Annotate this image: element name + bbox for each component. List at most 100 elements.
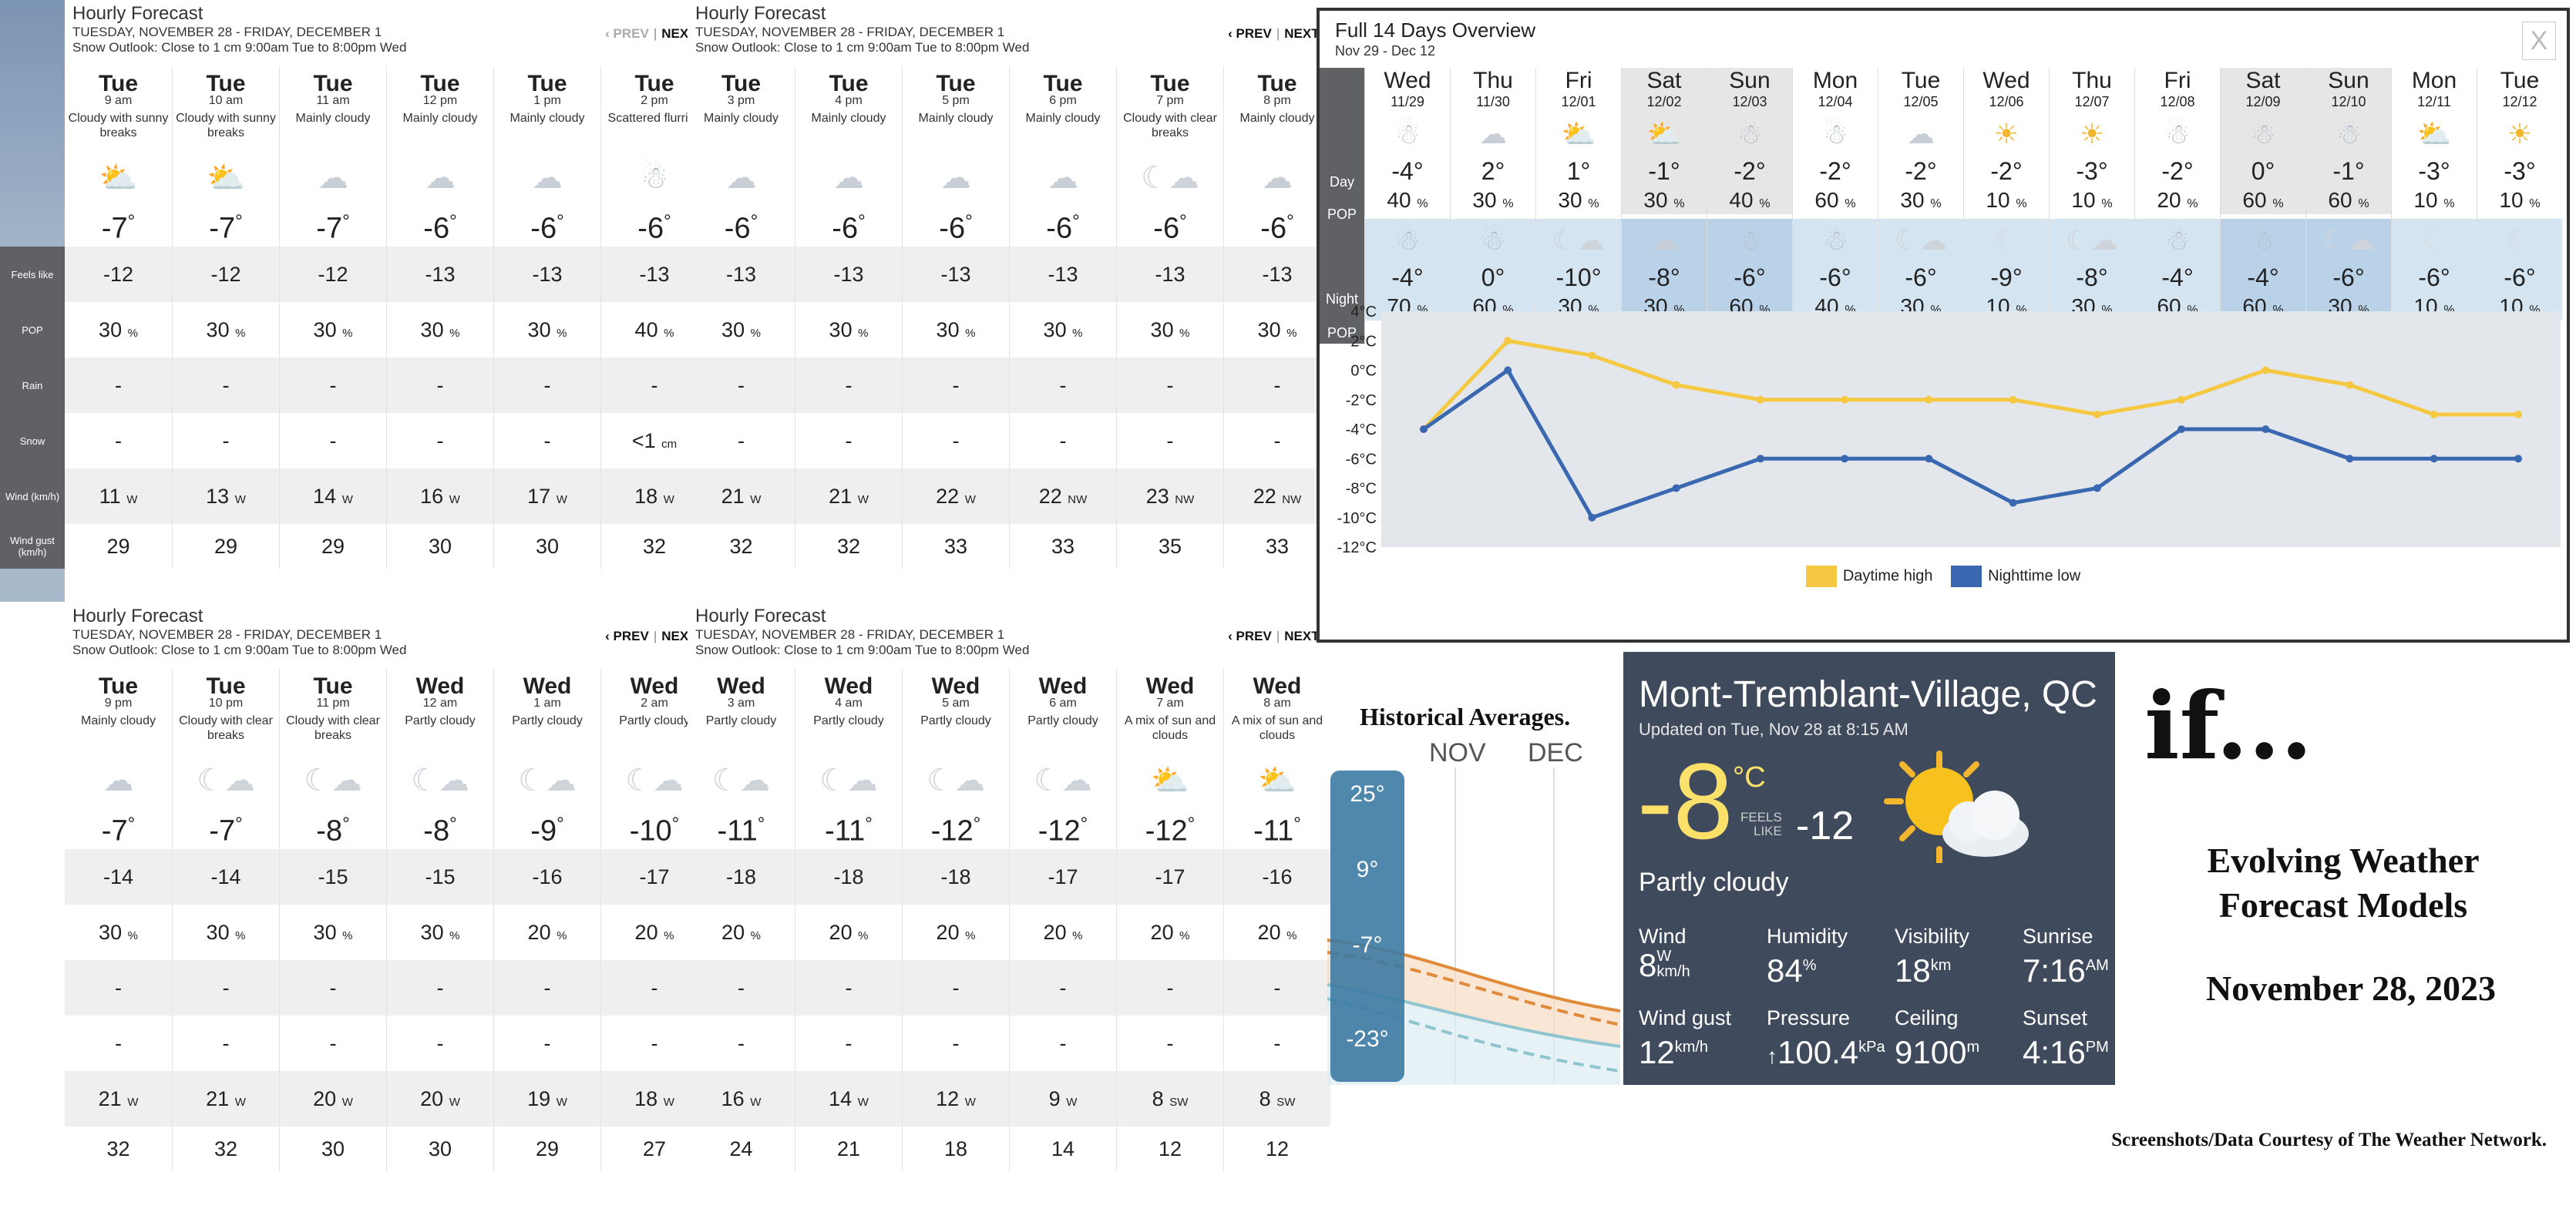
snow-cloud-icon: ☃ [1394,225,1421,257]
hour-feels-like: -13 [1117,247,1223,302]
chart-point [1925,395,1933,404]
hour-day: Wed [1038,673,1088,699]
moon-cloud-icon: ☾☁ [518,763,577,798]
hour-condition: Cloudy with sunny breaks [68,112,169,139]
hour-snow: - [952,1032,960,1055]
hour-temp: -6° [637,211,671,245]
hour-rain: - [903,960,1009,1016]
night-block: ☁ -8° 30 % [1622,219,1707,321]
hour-snow: - [738,1032,745,1055]
panel-header: Hourly Forecast TUESDAY, NOVEMBER 28 - F… [65,0,711,66]
night-block: ☃ -6° 60 % [1707,219,1792,321]
chart-point [2093,410,2101,418]
prev-button[interactable]: ‹ PREV [1228,26,1272,41]
day-of-week: Sun [1729,68,1771,93]
chart-legend: Daytime high Nighttime low [1320,566,2567,587]
hour-snow: - [436,429,444,452]
day-icon-cell: ☀ [2050,112,2134,156]
day-block: Sun 12/03 ☃ -2° 40 % [1707,68,1792,214]
night-block: ☾☁ -6° 30 % [1878,219,1963,321]
day-date: 12/05 [1903,94,1939,109]
hour-pop: 20 % [1257,921,1297,944]
hour-rain: - [494,960,600,1016]
overview-day-column: Wed 12/06 ☀ -2° 10 % ☾ -9° 10 % [1963,68,2049,344]
hour-column: Tue 4 pm Mainly cloudy ☁ -6° -13 30 % - … [795,66,902,569]
hour-wind-gust: 32 [106,1137,130,1160]
hour-feels-like: -14 [65,849,172,905]
hour-day: Tue [206,71,246,96]
sun-icon: ☀ [2079,119,2105,150]
hour-wind: 21 W [795,468,902,524]
hour-temp: -12° [1037,814,1088,848]
hour-snow: - [543,1032,551,1055]
day-block: Wed 11/29 ☃ -4° 40 % [1365,68,1450,214]
hour-pop: 30 % [1150,318,1190,341]
hour-pop: 30 % [1257,318,1297,341]
close-button[interactable]: X [2522,22,2556,60]
hour-temp: -11° [1253,814,1301,848]
day-block: Wed 12/06 ☀ -2° 10 % [1964,68,2049,214]
hour-column: Tue 3 pm Mainly cloudy ☁ -6° -13 30 % - … [688,66,795,569]
chart-point [2514,410,2522,418]
night-low: -9° [1990,264,2023,291]
hour-icon-cell: ☁ [1224,156,1330,200]
night-low: -6° [1905,264,1937,291]
chart-point [1588,351,1596,360]
row-label-wind: Wind (km/h) [5,490,60,502]
day-date: 12/08 [2160,94,2195,109]
prev-button[interactable]: ‹ PREV [605,629,649,643]
hour-wind: 8 SW [1117,1071,1223,1127]
hour-day: Wed [1145,673,1195,699]
day-icon-cell: ☀ [2477,112,2562,156]
prev-button[interactable]: ‹ PREV [1228,629,1272,643]
if-heading: if... [2144,672,2313,781]
hour-day: Tue [634,71,674,96]
day-date: 12/07 [2074,94,2110,109]
hour-wind-gust: 32 [836,535,861,558]
day-block: Thu 11/30 ☁ 2° 30 % [1451,68,1535,214]
hour-time: 12 am [422,697,458,710]
overview-title: Full 14 Days Overview [1335,18,1536,42]
hour-icon-cell: ☾☁ [601,758,708,803]
hour-snow: <1 cm [631,429,678,452]
day-high: -4° [1391,157,1424,185]
chart-point [1672,484,1680,492]
night-icon-cell: ☃ [1365,219,1450,262]
snow-outlook: Snow Outlook: Close to 1 cm 9:00am Tue t… [695,40,1030,55]
hour-rain: - [795,358,902,413]
hour-condition: Mainly cloudy [811,112,886,125]
hour-pop: 30 % [829,318,869,341]
hour-columns: Wed 3 am Partly cloudy ☾☁ -11° -18 20 % … [688,669,1330,1171]
month-dec: DEC [1528,738,1583,767]
hour-rain: - [387,960,493,1016]
night-icon-cell: ☾☁ [2050,219,2134,262]
overview-day-column: Thu 11/30 ☁ 2° 30 % ☃ 0° 60 % [1450,68,1535,344]
sun-cloud-icon: ⛅ [207,160,245,196]
night-low: -6° [2418,264,2450,291]
hour-icon-cell: ☁ [280,156,386,200]
night-icon-cell: ☾ [2477,219,2562,262]
hour-icon-cell: ☁ [387,156,493,200]
evolving-title: Evolving Weather Forecast Models [2207,841,2480,925]
night-low: -8° [2076,264,2108,291]
day-pop: 40 % [1387,188,1428,212]
hour-snow: - [222,1032,230,1055]
historical-scale-bar [1330,771,1404,1082]
hour-pop: 20 % [634,921,674,944]
hour-time: 2 am [641,697,668,710]
night-low: -6° [1734,264,1766,291]
chart-point [1841,455,1849,463]
hour-day: Tue [420,71,460,96]
moon-cloud-icon: ☾☁ [2065,225,2119,257]
hour-feels-like: -12 [173,247,279,302]
prev-button[interactable]: ‹ PREV [605,26,649,41]
hour-condition: Partly cloudy [512,714,583,727]
chart-point [1756,395,1764,404]
cloud-icon: ☁ [1262,160,1293,196]
hour-columns: Tue 9 pm Mainly cloudy ☁ -7° -14 30 % - … [65,669,708,1171]
hour-column: Tue 1 pm Mainly cloudy ☁ -6° -13 30 % - … [493,66,600,569]
day-high: 0° [2251,157,2275,185]
feels-like-label: FEELS LIKE [1740,810,1782,838]
hour-icon-cell: ☾☁ [795,758,902,803]
hour-time: 9 am [104,94,133,107]
